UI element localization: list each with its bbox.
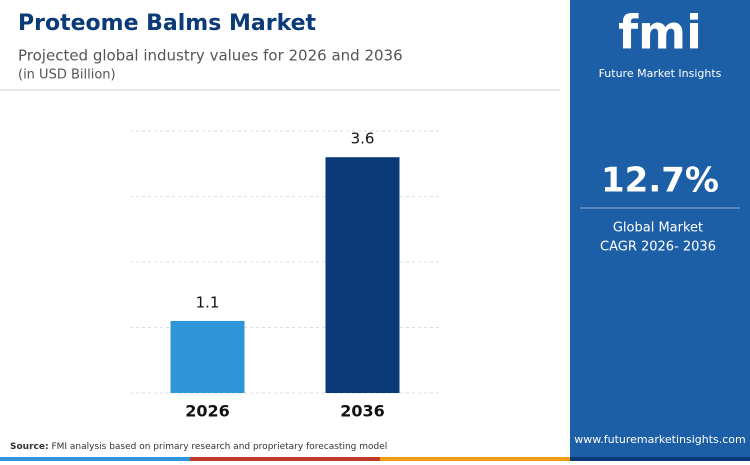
bar <box>325 157 400 393</box>
value-label: 1.1 <box>196 293 220 311</box>
source-text: FMI analysis based on primary research a… <box>51 442 387 452</box>
chart-subtitle: Projected global industry values for 202… <box>18 47 403 65</box>
unit-note: (in USD Billion) <box>18 68 116 83</box>
footer-strip <box>0 457 190 461</box>
url: www.futuremarketinsights.com <box>574 433 746 446</box>
brand: Future Market Insights <box>599 67 722 80</box>
chart-title: Proteome Balms Market <box>18 11 317 36</box>
source-label: Source: <box>10 442 49 452</box>
x-tick-label: 2026 <box>185 402 230 421</box>
side-panel <box>570 0 750 461</box>
cagr-label: CAGR 2026- 2036 <box>600 240 716 255</box>
footer-strip <box>190 457 380 461</box>
value-label: 3.6 <box>351 130 375 148</box>
logo: fmi <box>618 6 702 60</box>
x-tick-label: 2036 <box>340 402 385 421</box>
footer-strip <box>570 457 750 461</box>
footer-strip <box>380 457 570 461</box>
cagr-value: 12.7% <box>601 161 719 201</box>
source: Source: FMI analysis based on primary re… <box>10 442 387 452</box>
bar <box>170 320 245 393</box>
cagr-label: Global Market <box>613 221 703 236</box>
